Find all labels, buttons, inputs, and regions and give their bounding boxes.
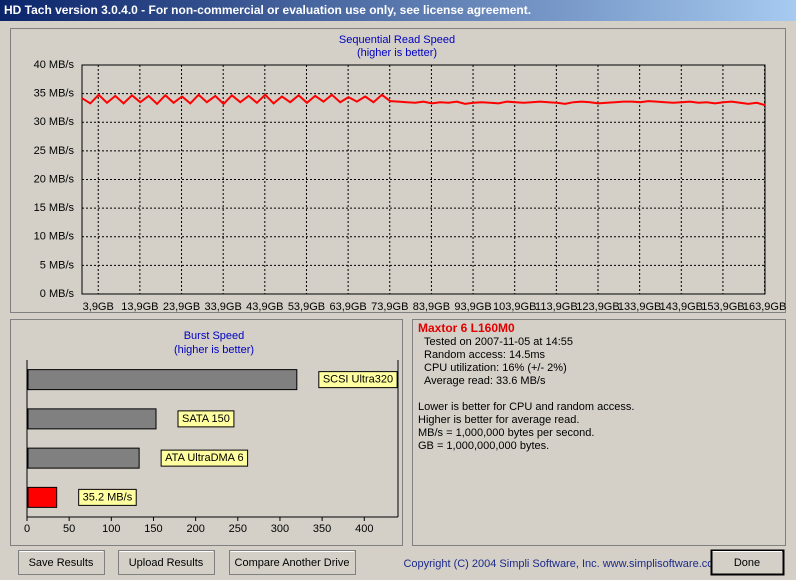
info-line: CPU utilization: 16% (+/- 2%) <box>424 362 567 374</box>
x-tick-label: 33,9GB <box>205 301 242 313</box>
x-tick-label: 153,9GB <box>701 301 744 313</box>
bar <box>27 447 140 469</box>
title-bar <box>0 0 796 21</box>
x-tick-label: 43,9GB <box>246 301 283 313</box>
chart-subtitle: (higher is better) <box>174 344 254 356</box>
y-tick-label: 30 MB/s <box>34 116 75 128</box>
panel <box>412 319 786 546</box>
info-note: Lower is better for CPU and random acces… <box>418 401 634 413</box>
panel <box>10 319 403 546</box>
x-tick-label: 50 <box>63 523 75 535</box>
x-tick-label: 83,9GB <box>413 301 450 313</box>
label-box <box>318 371 398 389</box>
info-line: Average read: 33.6 MB/s <box>424 375 546 387</box>
window-title: HD Tach version 3.0.4.0 - For non-commer… <box>4 3 531 17</box>
x-tick-label: 200 <box>186 523 204 535</box>
x-tick-label: 123,9GB <box>576 301 619 313</box>
x-tick-label: 73,9GB <box>371 301 408 313</box>
bar-label: ATA UltraDMA 6 <box>165 452 243 464</box>
y-tick-label: 25 MB/s <box>34 145 75 157</box>
button-label[interactable]: Save Results <box>29 557 94 569</box>
x-tick-label: 150 <box>144 523 162 535</box>
x-tick-label: 93,9GB <box>454 301 491 313</box>
y-tick-label: 15 MB/s <box>34 202 75 214</box>
drive-name: Maxtor 6 L160M0 <box>418 321 515 335</box>
chart-title: Sequential Read Speed <box>339 34 455 46</box>
x-tick-label: 53,9GB <box>288 301 325 313</box>
button[interactable] <box>229 550 356 575</box>
bar <box>27 486 58 508</box>
x-tick-label: 133,9GB <box>618 301 661 313</box>
x-tick-label: 100 <box>102 523 120 535</box>
info-line: Random access: 14.5ms <box>424 349 546 361</box>
button-label[interactable]: Done <box>734 557 760 569</box>
button[interactable] <box>118 550 215 575</box>
x-tick-label: 13,9GB <box>121 301 158 313</box>
button[interactable] <box>710 549 785 576</box>
button-label[interactable]: Upload Results <box>129 557 204 569</box>
label-box <box>160 449 249 467</box>
label-box <box>177 410 235 428</box>
x-tick-label: 63,9GB <box>329 301 366 313</box>
chart-title: Burst Speed <box>184 330 245 342</box>
x-tick-label: 23,9GB <box>163 301 200 313</box>
label-box <box>78 488 137 506</box>
x-tick-label: 0 <box>24 523 30 535</box>
panel <box>10 28 786 313</box>
y-tick-label: 40 MB/s <box>34 59 75 71</box>
button[interactable] <box>18 550 105 575</box>
y-tick-label: 0 MB/s <box>40 288 75 300</box>
data-line <box>81 93 766 107</box>
x-tick-label: 163,9GB <box>743 301 786 313</box>
chart-subtitle: (higher is better) <box>357 47 437 59</box>
x-tick-label: 350 <box>313 523 331 535</box>
x-tick-label: 103,9GB <box>493 301 536 313</box>
x-tick-label: 300 <box>271 523 289 535</box>
button-label[interactable]: Compare Another Drive <box>235 557 350 569</box>
info-note: Higher is better for average read. <box>418 414 579 426</box>
x-tick-label: 400 <box>355 523 373 535</box>
copyright: Copyright (C) 2004 Simpli Software, Inc.… <box>403 558 722 570</box>
y-tick-label: 10 MB/s <box>34 231 75 243</box>
x-tick-label: 250 <box>229 523 247 535</box>
info-note: MB/s = 1,000,000 bytes per second. <box>418 427 594 439</box>
y-tick-label: 5 MB/s <box>40 259 75 271</box>
bar-label: 35.2 MB/s <box>83 491 133 503</box>
x-tick-label: 3,9GB <box>83 301 114 313</box>
y-tick-label: 20 MB/s <box>34 173 75 185</box>
bar-label: SCSI Ultra320 <box>323 374 393 386</box>
x-tick-label: 143,9GB <box>660 301 703 313</box>
info-note: GB = 1,000,000,000 bytes. <box>418 440 549 452</box>
x-tick-label: 113,9GB <box>535 301 578 313</box>
bar <box>27 408 157 430</box>
bar <box>27 369 298 391</box>
y-tick-label: 35 MB/s <box>34 88 75 100</box>
info-line: Tested on 2007-11-05 at 14:55 <box>424 336 573 348</box>
bar-label: SATA 150 <box>182 413 230 425</box>
